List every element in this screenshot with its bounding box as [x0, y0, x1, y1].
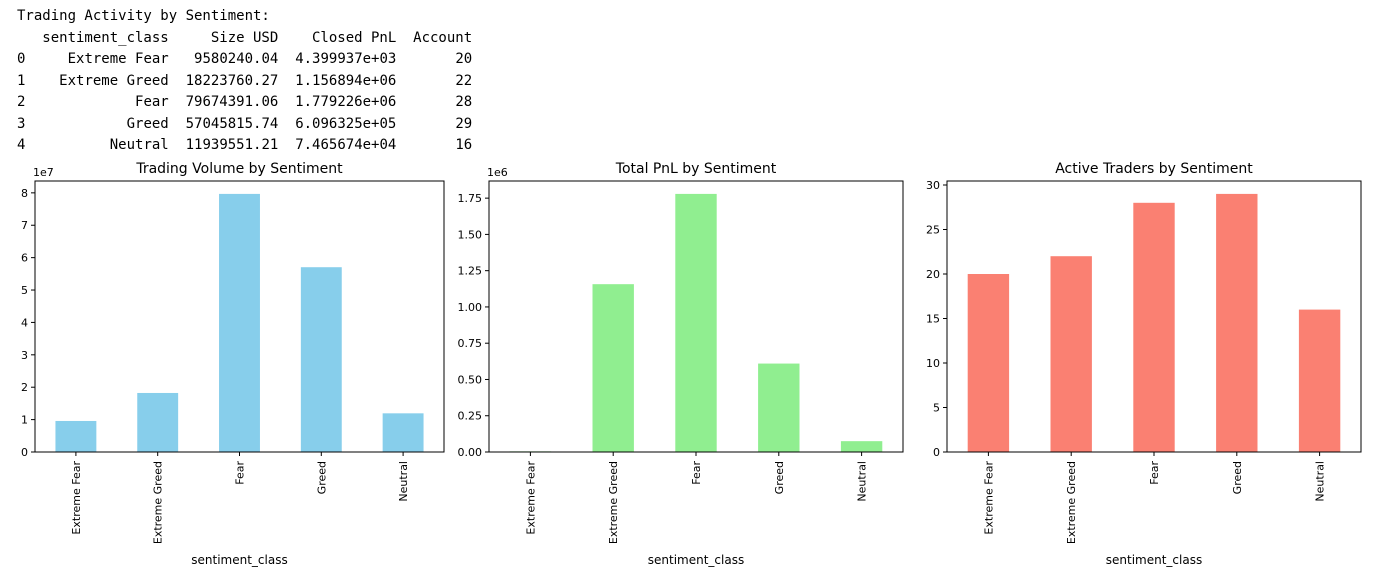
output-heading: Trading Activity by Sentiment:	[17, 8, 270, 24]
table-cell: 9580240.04	[194, 51, 279, 67]
table-cell: 29	[455, 115, 473, 132]
output-table: sentiment_class Size USD Closed PnL Acco…	[17, 28, 472, 157]
chart-title: Active Traders by Sentiment	[1055, 161, 1253, 177]
axis-offset-label: 1e7	[33, 166, 54, 179]
y-tick-label: 5	[933, 402, 940, 415]
table-cell: 22	[455, 72, 473, 89]
x-tick-label: Neutral	[856, 461, 869, 502]
chart-1: 0 1 2 3 4 5 6 7 8 1e7 Extreme Fear Extreme Greed Fea…	[21, 161, 445, 567]
y-tick-label: 0.00	[458, 446, 483, 459]
x-axis-label: sentiment_class	[191, 553, 287, 567]
x-tick-label: Extreme Greed	[152, 461, 165, 544]
bar-extreme-fear	[967, 274, 1010, 452]
bar-extreme-fear	[55, 420, 97, 452]
table-row: 1 Extreme Greed 18223760.27 1.156894e+06…	[17, 71, 472, 93]
y-tick-label: 1.25	[458, 265, 483, 278]
x-tick-label: Fear	[1148, 461, 1161, 485]
table-cell: Fear	[135, 94, 169, 110]
x-tick-label: Extreme Greed	[1065, 461, 1078, 544]
row-index: 2	[17, 94, 26, 110]
y-tick-label: 0.25	[458, 410, 483, 423]
bar-extreme-greed	[137, 392, 179, 452]
row-index: 4	[17, 137, 26, 153]
notebook-output: Trading Activity by Sentiment: sentiment…	[17, 6, 472, 157]
bar-fear	[675, 193, 717, 452]
x-tick-label: Fear	[690, 461, 703, 485]
axis-offset-label: 1e6	[487, 166, 508, 179]
row-index: 3	[17, 115, 26, 132]
bar-neutral	[382, 413, 424, 452]
y-tick-label: 0	[21, 446, 28, 459]
x-tick-label: Greed	[1231, 461, 1244, 494]
y-tick-label: 25	[926, 224, 940, 237]
table-row: 4 Neutral 11939551.21 7.465674e+04 16	[17, 135, 472, 157]
x-tick-label: Neutral	[1314, 461, 1327, 502]
table-cell: 1.779226e+06	[295, 94, 397, 110]
bar-extreme-greed	[1050, 256, 1092, 452]
bar-neutral	[840, 441, 883, 452]
x-tick-label: Extreme Fear	[524, 461, 537, 535]
x-tick-label: Greed	[315, 461, 328, 494]
y-tick-label: 1.75	[458, 192, 483, 205]
table-cell: Extreme Greed	[59, 72, 169, 89]
y-tick-label: 7	[21, 219, 28, 232]
table-cell: 7.465674e+04	[295, 137, 397, 153]
y-tick-label: 0	[933, 446, 940, 459]
x-tick-label: Extreme Fear	[70, 461, 83, 535]
bar-fear	[219, 193, 260, 452]
bar-greed	[300, 267, 342, 452]
table-cell: 4.399937e+03	[295, 51, 397, 67]
y-tick-label: 10	[926, 357, 940, 370]
y-tick-label: 1.00	[458, 301, 483, 314]
table-cell: 28	[455, 94, 473, 110]
bar-greed	[1216, 193, 1258, 452]
chart-2: 0.00 0.25 0.50 0.75 1.00 1.25 1.50 1.75 1e6 Extre…	[458, 161, 904, 567]
table-cell: 16	[455, 137, 473, 153]
y-tick-label: 1.50	[458, 228, 483, 241]
x-tick-label: Neutral	[397, 461, 410, 502]
x-tick-label: Greed	[773, 461, 786, 494]
chart-title: Total PnL by Sentiment	[615, 161, 777, 177]
bar-greed	[758, 363, 800, 452]
y-tick-label: 1	[21, 414, 28, 427]
table-cell: Greed	[126, 115, 169, 132]
table-cell: Neutral	[109, 137, 169, 153]
table-row: 2 Fear 79674391.06 1.779226e+06 28	[17, 92, 472, 114]
x-tick-label: Extreme Greed	[607, 461, 620, 544]
y-tick-label: 8	[21, 187, 28, 200]
y-tick-label: 0.75	[458, 337, 483, 350]
table-cell: 1.156894e+06	[295, 72, 397, 89]
table-cell: 57045815.74	[185, 115, 279, 132]
row-index: 1	[17, 72, 26, 89]
table-row: 3 Greed 57045815.74 6.096325e+05 29	[17, 114, 472, 136]
table-cell: Extreme Fear	[67, 51, 169, 67]
y-tick-label: 6	[21, 252, 28, 265]
table-row: 0 Extreme Fear 9580240.04 4.399937e+03 2…	[17, 49, 472, 71]
x-axis-label: sentiment_class	[1106, 553, 1202, 567]
y-tick-label: 0.50	[458, 373, 483, 386]
bar-fear	[1133, 202, 1175, 452]
bar-extreme-greed	[592, 284, 634, 452]
table-cell: 20	[455, 51, 473, 67]
y-tick-label: 30	[926, 179, 940, 192]
bar-neutral	[1298, 309, 1341, 452]
table-cell: 18223760.27	[185, 72, 279, 89]
chart-title: Trading Volume by Sentiment	[135, 161, 343, 177]
table-cell: 79674391.06	[185, 94, 279, 110]
x-axis-label: sentiment_class	[648, 553, 744, 567]
x-tick-label: Extreme Fear	[982, 461, 995, 535]
table-cell: 6.096325e+05	[295, 115, 397, 132]
y-tick-label: 20	[926, 268, 940, 281]
table-header: sentiment_class Size USD Closed PnL Acco…	[17, 29, 473, 46]
y-tick-label: 15	[926, 313, 940, 326]
y-tick-label: 4	[21, 316, 28, 329]
table-cell: 11939551.21	[185, 137, 279, 153]
chart-3: 0 5 10 15 20 25 30 Extreme Fear Extreme Greed Fea…	[926, 161, 1362, 567]
y-tick-label: 2	[21, 381, 28, 394]
y-tick-label: 3	[21, 349, 28, 362]
row-index: 0	[17, 51, 26, 67]
y-tick-label: 5	[21, 284, 28, 297]
x-tick-label: Fear	[234, 461, 247, 485]
